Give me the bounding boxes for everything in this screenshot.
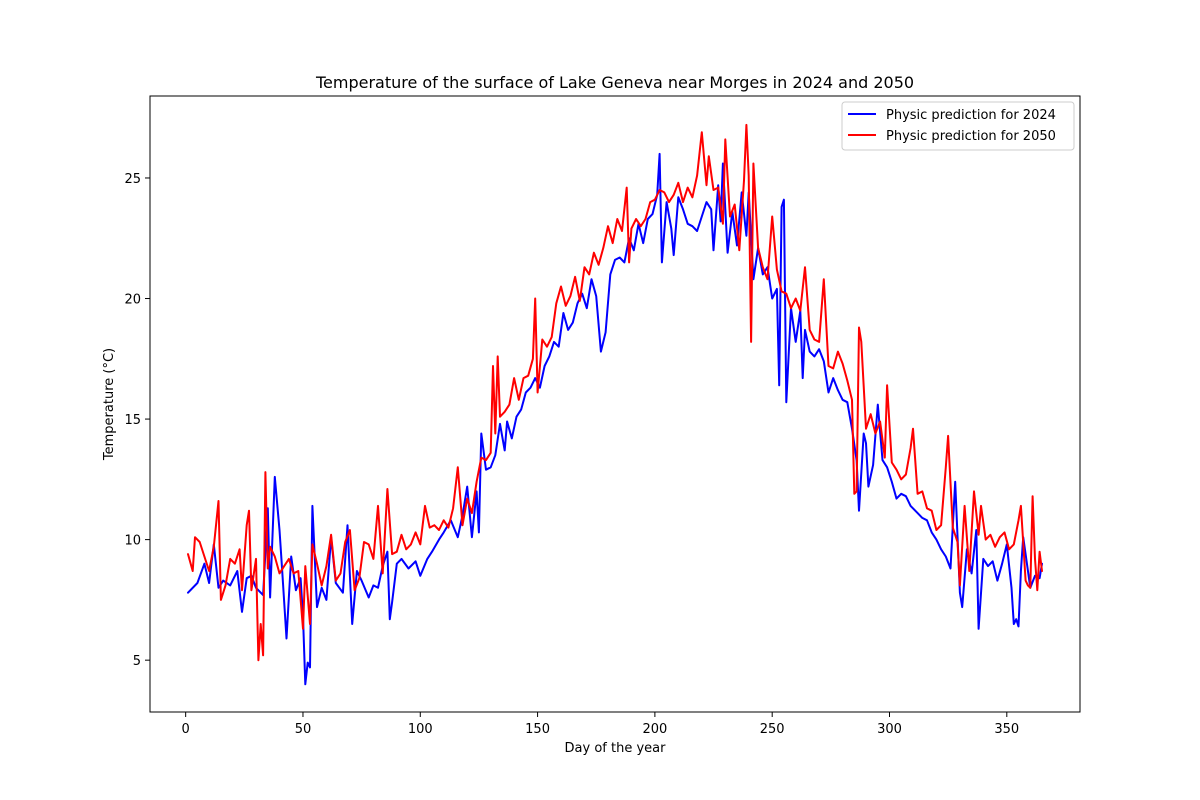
legend-label-2024: Physic prediction for 2024 (886, 108, 1056, 123)
legend-box (841, 101, 1075, 151)
y-tick-label: 20 (124, 293, 141, 308)
y-tick-label: 15 (124, 413, 141, 428)
x-tick-label: 0 (182, 722, 190, 737)
plot-area (187, 123, 1043, 686)
y-tick-label: 25 (124, 172, 141, 187)
y-tick-label: 10 (124, 534, 141, 549)
series-line-1 (187, 123, 1043, 662)
series-line-0 (187, 152, 1043, 686)
x-axis: 0 50 100 150 200 250 300 350 (182, 712, 1019, 737)
y-tick-label: 5 (133, 654, 141, 669)
x-tick-label: 50 (295, 722, 312, 737)
y-axis-label: Temperature (°C) (102, 348, 117, 461)
plot-frame (149, 95, 1081, 713)
x-tick-label: 250 (760, 722, 785, 737)
x-tick-label: 350 (994, 722, 1019, 737)
x-tick-label: 200 (642, 722, 667, 737)
legend: Physic prediction for 2024 Physic predic… (841, 101, 1075, 151)
x-tick-label: 100 (408, 722, 433, 737)
x-tick-label: 300 (877, 722, 902, 737)
legend-label-2050: Physic prediction for 2050 (886, 129, 1056, 144)
y-axis: 5 10 15 20 25 (124, 172, 150, 669)
x-axis-label: Day of the year (565, 741, 667, 756)
chart-title: Temperature of the surface of Lake Genev… (315, 73, 914, 92)
x-tick-label: 150 (525, 722, 550, 737)
